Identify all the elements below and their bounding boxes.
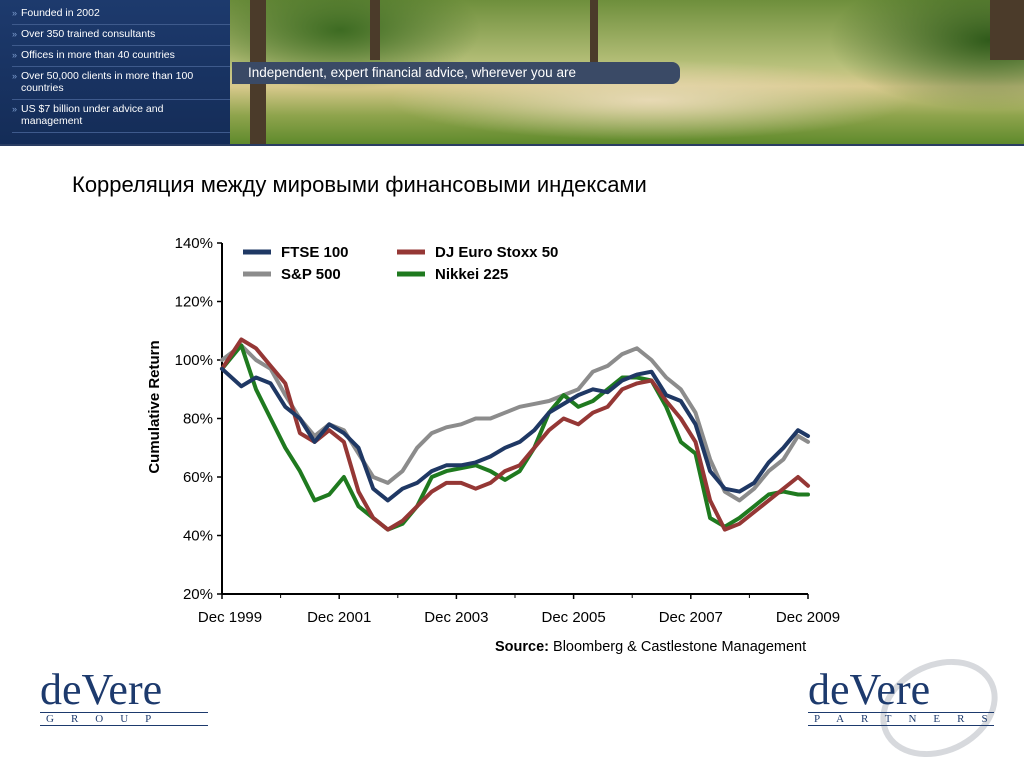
devere-partners-logo: deVere PARTNERS <box>808 640 1014 775</box>
fact-item: US $7 billion under advice and managemen… <box>12 100 230 133</box>
y-tick-label: 20% <box>183 586 213 603</box>
logo-right-sub: PARTNERS <box>808 712 994 726</box>
chart-axes <box>221 243 808 595</box>
legend-label: Nikkei 225 <box>435 266 508 283</box>
y-tick-label: 140% <box>175 235 213 252</box>
series-line-ftse-100 <box>220 366 810 503</box>
source-note: Source: Bloomberg & Castlestone Manageme… <box>495 639 806 655</box>
x-tick-label: Dec 2003 <box>424 609 488 626</box>
y-axis-label: Cumulative Return <box>146 340 163 473</box>
source-text: Bloomberg & Castlestone Management <box>553 639 807 655</box>
y-tick-label: 60% <box>183 469 213 486</box>
tagline: Independent, expert financial advice, wh… <box>232 62 680 84</box>
series-line-dj-euro-stoxx-50 <box>220 337 810 532</box>
x-tick-label: Dec 2009 <box>776 609 840 626</box>
company-facts: Founded in 2002Over 350 trained consulta… <box>0 0 230 144</box>
chart-ticks: 20% 40% 60% 80% 100% 120% 140% Dec 1999 Dec 2001… <box>175 235 840 626</box>
legend-label: DJ Euro Stoxx 50 <box>435 244 558 261</box>
page-title: Корреляция между мировыми финансовыми ин… <box>72 172 647 197</box>
logo-left-word: deVere <box>40 665 163 714</box>
x-tick-label: Dec 2005 <box>541 609 605 626</box>
y-tick-label: 100% <box>175 352 213 369</box>
x-tick-label: Dec 2007 <box>659 609 723 626</box>
x-tick-label: Dec 2001 <box>307 609 371 626</box>
chart-legend: FTSE 100 DJ Euro Stoxx 50 S&P 500 Nikkei 22… <box>243 244 558 283</box>
chart-series <box>220 337 810 532</box>
x-tick-label: Dec 1999 <box>198 609 262 626</box>
y-tick-label: 80% <box>183 411 213 428</box>
legend-label: FTSE 100 <box>281 244 349 261</box>
source-label: Source: <box>495 639 549 655</box>
logo-right-word: deVere <box>808 665 931 714</box>
y-tick-label: 40% <box>183 528 213 545</box>
series-line-nikkei-225 <box>220 343 810 532</box>
series-line-s-p-500 <box>220 343 810 503</box>
logo-left-sub: GROUP <box>40 712 208 726</box>
y-tick-label: 120% <box>175 294 213 311</box>
header-banner: Founded in 2002Over 350 trained consulta… <box>0 0 1024 146</box>
fact-item: Over 50,000 clients in more than 100 cou… <box>12 67 230 100</box>
legend-label: S&P 500 <box>281 266 341 283</box>
devere-group-logo: deVere GROUP <box>40 668 208 726</box>
